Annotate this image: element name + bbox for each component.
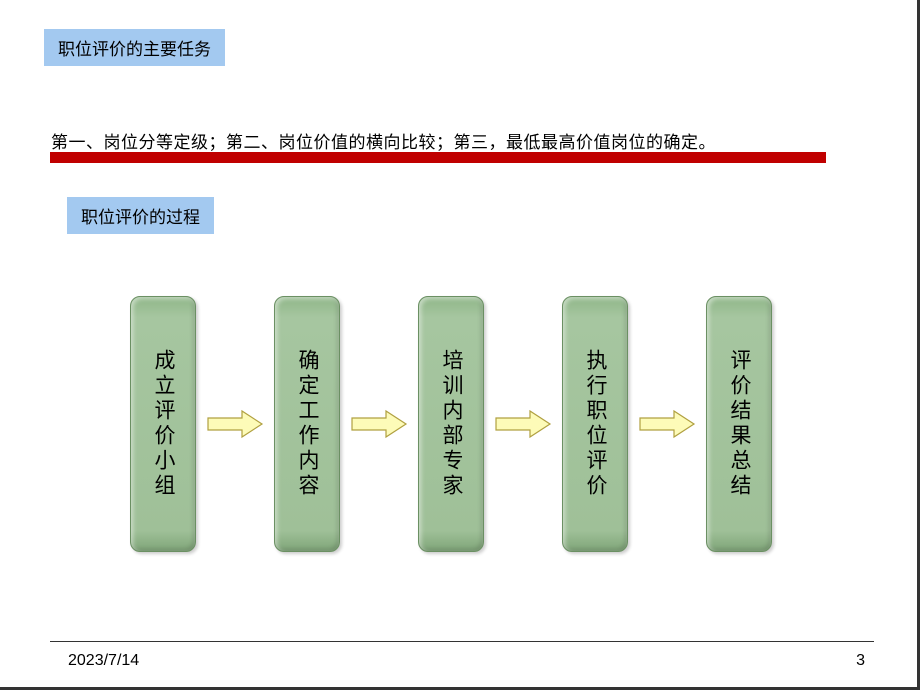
flow-box-bg: 执行职位评价: [562, 296, 628, 552]
flow-step-3: 培训内部专家: [418, 296, 484, 552]
footer-page-number: 3: [856, 652, 865, 670]
body-text: 第一、岗位分等定级；第二、岗位价值的横向比较；第三，最低最高价值岗位的确定。: [51, 128, 716, 153]
flow-text-2: 确定工作内容: [292, 349, 322, 499]
flow-box-bg: 评价结果总结: [706, 296, 772, 552]
arrow-icon: [206, 409, 264, 439]
footer-divider: [50, 641, 874, 642]
flow-text-5: 评价结果总结: [724, 349, 754, 499]
title-box-process: 职位评价的过程: [67, 197, 214, 234]
flow-step-2: 确定工作内容: [274, 296, 340, 552]
title-box-main-tasks: 职位评价的主要任务: [44, 29, 225, 66]
flow-box-bg: 成立评价小组: [130, 296, 196, 552]
footer-date: 2023/7/14: [68, 652, 139, 670]
arrow-1: [206, 409, 264, 439]
arrow-3: [494, 409, 552, 439]
flow-box-bg: 培训内部专家: [418, 296, 484, 552]
flow-text-4: 执行职位评价: [580, 349, 610, 499]
arrow-icon: [494, 409, 552, 439]
arrow-icon: [638, 409, 696, 439]
flow-box-bg: 确定工作内容: [274, 296, 340, 552]
flow-text-1: 成立评价小组: [148, 349, 178, 499]
arrow-2: [350, 409, 408, 439]
arrow-4: [638, 409, 696, 439]
flow-step-4: 执行职位评价: [562, 296, 628, 552]
flow-step-5: 评价结果总结: [706, 296, 772, 552]
flow-step-1: 成立评价小组: [130, 296, 196, 552]
title-text-2: 职位评价的过程: [81, 208, 200, 227]
title-text-1: 职位评价的主要任务: [58, 40, 211, 59]
flowchart-container: 成立评价小组 确定工作内容 培训内部专家 执行职位评价: [130, 296, 772, 552]
red-underline-bar: [50, 152, 826, 163]
flow-text-3: 培训内部专家: [436, 349, 466, 499]
arrow-icon: [350, 409, 408, 439]
